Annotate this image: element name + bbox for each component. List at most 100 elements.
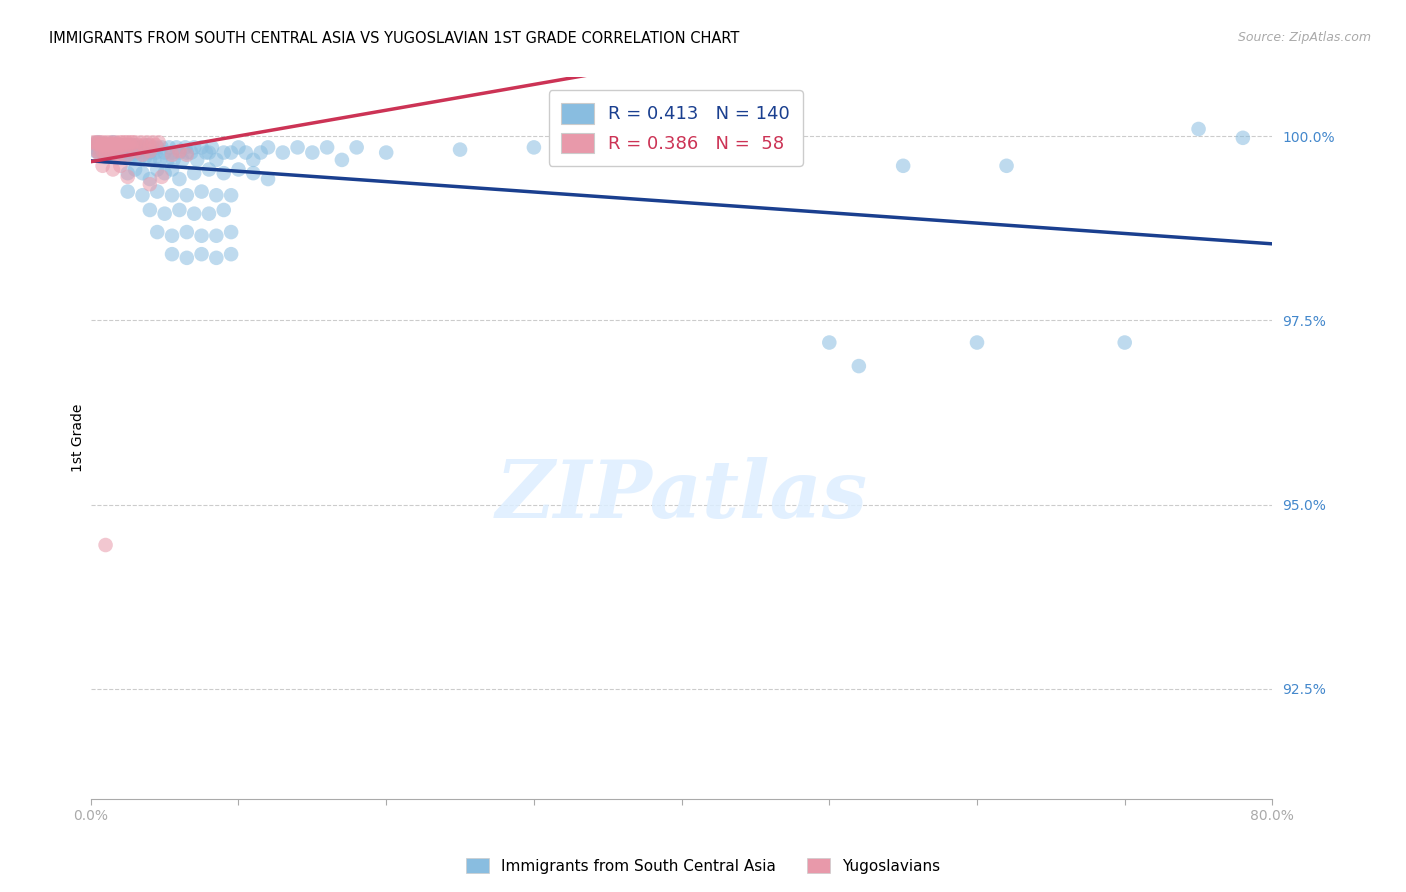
Point <box>219 247 242 261</box>
Point <box>110 144 132 158</box>
Point <box>375 145 398 160</box>
Point <box>117 138 139 153</box>
Point <box>271 145 294 160</box>
Point <box>160 247 183 261</box>
Point <box>131 147 153 161</box>
Point <box>205 188 228 202</box>
Point <box>87 135 110 149</box>
Point <box>93 136 115 151</box>
Point <box>150 140 173 154</box>
Point <box>135 138 157 153</box>
Point <box>97 138 120 153</box>
Point <box>101 135 124 149</box>
Point <box>110 159 132 173</box>
Point <box>128 152 150 166</box>
Point <box>157 140 180 154</box>
Legend: Immigrants from South Central Asia, Yugoslavians: Immigrants from South Central Asia, Yugo… <box>460 852 946 880</box>
Point <box>101 136 124 151</box>
Point <box>257 172 280 186</box>
Point <box>153 166 176 180</box>
Point <box>90 147 112 161</box>
Point <box>89 135 111 149</box>
Point <box>139 138 162 153</box>
Point <box>166 140 188 154</box>
Point <box>156 153 179 167</box>
Point <box>176 188 198 202</box>
Point <box>301 145 323 160</box>
Point <box>219 145 242 160</box>
Point <box>700 140 723 154</box>
Point <box>87 136 110 151</box>
Point <box>97 144 120 158</box>
Point <box>124 152 146 166</box>
Point <box>117 147 139 161</box>
Point <box>118 135 141 149</box>
Point <box>257 140 280 154</box>
Point <box>146 140 169 154</box>
Point <box>117 185 139 199</box>
Point <box>98 140 121 154</box>
Point <box>242 153 264 167</box>
Point <box>89 143 111 157</box>
Point <box>104 135 127 149</box>
Point <box>100 135 122 149</box>
Point <box>115 135 138 149</box>
Point <box>190 228 212 243</box>
Point <box>212 145 235 160</box>
Point <box>146 225 169 239</box>
Point <box>219 225 242 239</box>
Point <box>104 147 127 161</box>
Point <box>93 140 115 154</box>
Point <box>124 138 146 153</box>
Point <box>94 147 117 161</box>
Point <box>143 153 166 167</box>
Point <box>91 159 114 173</box>
Y-axis label: 1st Grade: 1st Grade <box>72 404 86 473</box>
Point <box>97 136 120 151</box>
Point <box>121 135 143 149</box>
Point <box>91 144 114 158</box>
Point <box>190 185 212 199</box>
Point <box>93 145 115 160</box>
Point <box>201 140 224 154</box>
Point <box>235 145 257 160</box>
Point <box>86 138 108 153</box>
Point <box>848 359 870 373</box>
Legend: R = 0.413   N = 140, R = 0.386   N =  58: R = 0.413 N = 140, R = 0.386 N = 58 <box>548 90 803 166</box>
Point <box>138 145 160 160</box>
Point <box>160 147 183 161</box>
Point <box>172 153 194 167</box>
Point <box>86 144 108 158</box>
Point <box>112 143 135 157</box>
Point <box>160 145 183 160</box>
Point <box>124 162 146 177</box>
Point <box>553 143 575 157</box>
Point <box>198 162 221 177</box>
Point <box>596 140 619 154</box>
Point <box>98 144 121 158</box>
Point <box>153 145 176 160</box>
Point <box>124 135 146 149</box>
Text: ZIPatlas: ZIPatlas <box>495 458 868 534</box>
Point <box>103 144 125 158</box>
Point <box>129 135 152 149</box>
Point <box>94 138 117 153</box>
Point <box>120 147 142 161</box>
Point <box>139 178 162 192</box>
Point <box>96 140 118 154</box>
Point <box>146 185 169 199</box>
Point <box>131 166 153 180</box>
Point <box>91 144 114 158</box>
Point <box>174 140 197 154</box>
Point <box>103 140 125 154</box>
Point <box>118 140 141 154</box>
Point <box>186 153 208 167</box>
Point <box>86 135 108 149</box>
Point <box>205 251 228 265</box>
Point <box>103 138 125 153</box>
Point <box>121 138 143 153</box>
Point <box>131 140 153 154</box>
Point <box>966 335 988 350</box>
Point <box>122 147 145 161</box>
Point <box>198 207 221 221</box>
